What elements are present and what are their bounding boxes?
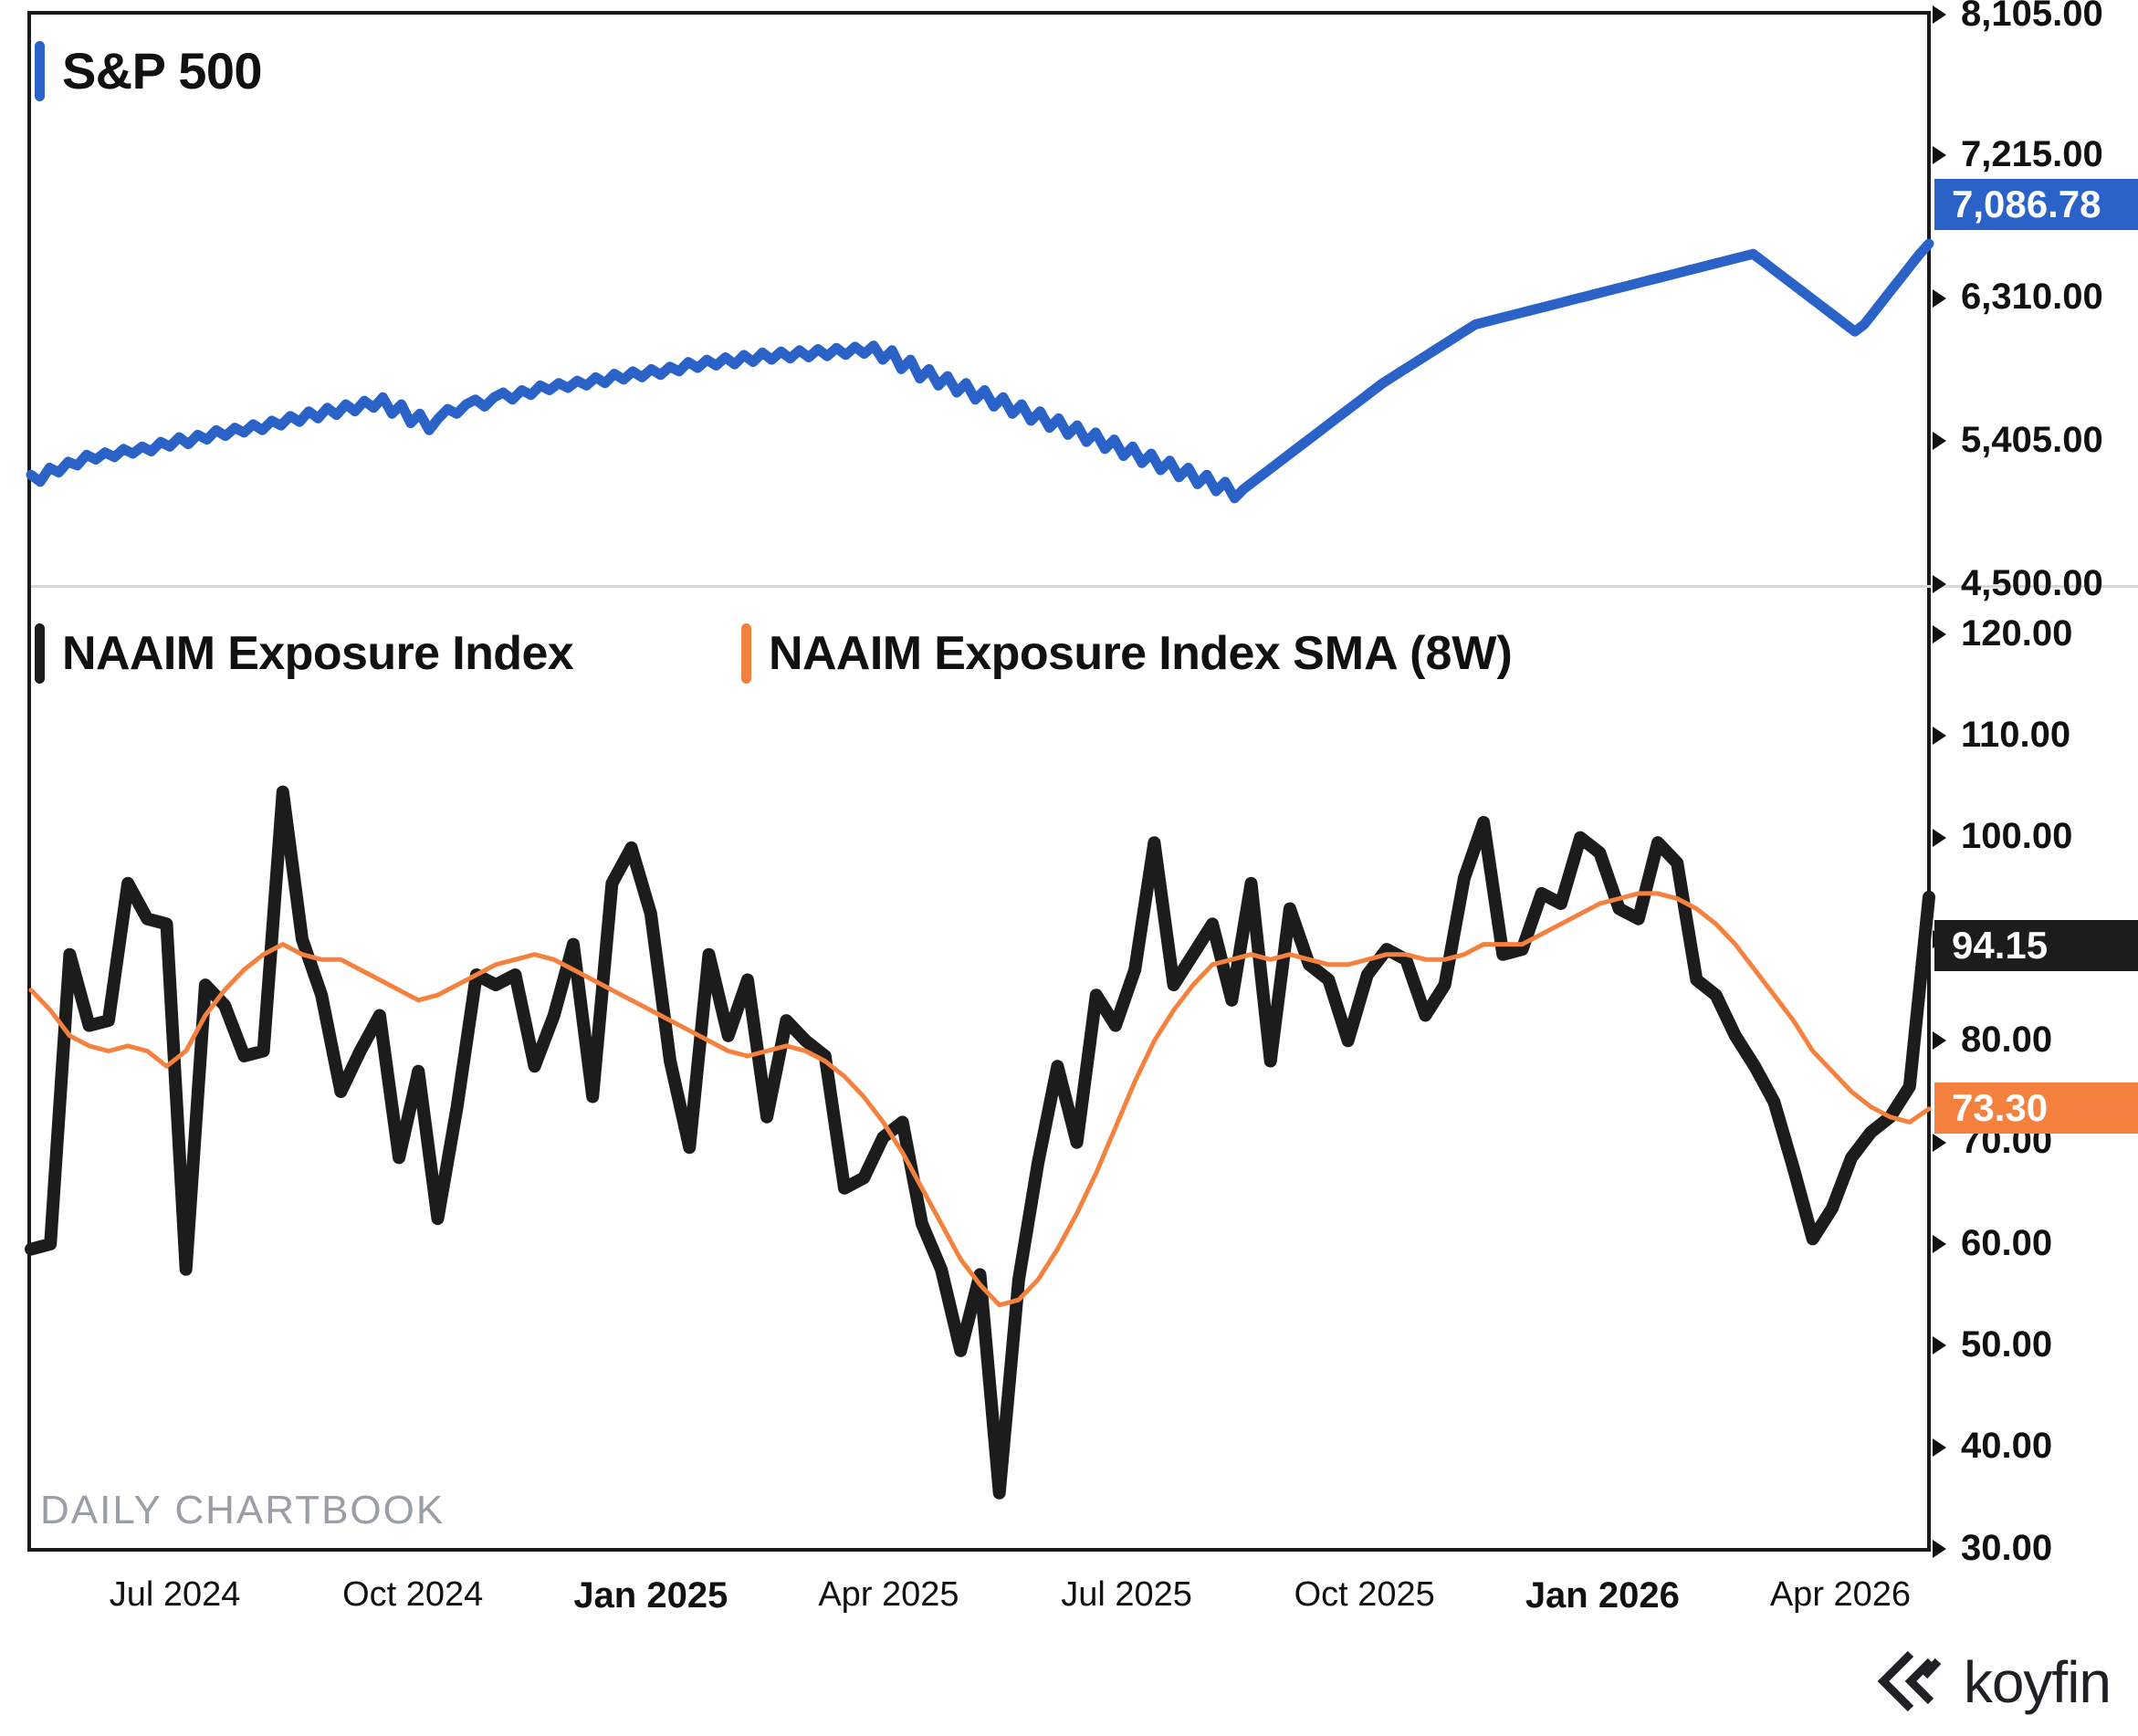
tick-arrow-icon	[1933, 1540, 1946, 1558]
legend-swatch-naaim	[35, 623, 45, 684]
legend-label-naaim-sma-period: SMA (8W)	[1293, 627, 1513, 680]
series-line-sp500	[26, 238, 1934, 504]
x-axis-label: Oct 2024	[342, 1575, 484, 1614]
axis-tick-label: 4,500.00	[1961, 562, 2103, 603]
axis-tick-label: 110.00	[1961, 714, 2071, 755]
x-axis-label: Jul 2024	[109, 1575, 241, 1614]
x-axis-label: Apr 2025	[818, 1575, 959, 1614]
legend-label-naaim: NAAIM Exposure Index	[62, 627, 574, 680]
x-axis: Jul 2024 Oct 2024 Jan 2025 Apr 2025 Jul 2025…	[27, 1575, 1931, 1630]
value-badge-naaim-text: 94.15	[1952, 924, 2049, 967]
axis-tick-label: 100.00	[1961, 816, 2073, 857]
tick-arrow-icon	[1933, 288, 1946, 308]
panel-divider	[31, 585, 2138, 588]
tick-arrow-icon	[1933, 1336, 1946, 1355]
axis-tick-label: 30.00	[1961, 1527, 2053, 1568]
axis-tick-label: 80.00	[1961, 1019, 2053, 1060]
value-badge-sp500: 7,086.78	[1934, 179, 2138, 230]
series-line-naaim-sma	[28, 891, 1932, 1308]
tick-arrow-icon	[1933, 1235, 1946, 1253]
axis-tick-label: 7,215.00	[1961, 133, 2103, 174]
series-line-naaim	[25, 785, 1935, 1500]
tick-arrow-icon	[1933, 727, 1946, 746]
brand-koyfin: koyfin	[1874, 1648, 2112, 1716]
brand-name: koyfin	[1963, 1649, 2112, 1715]
axis-tick-label: 6,310.00	[1961, 277, 2103, 318]
x-axis-label: Apr 2026	[1769, 1575, 1912, 1614]
legend-naaim[interactable]: NAAIM Exposure Index	[35, 623, 574, 684]
value-badge-naaim: 94.15	[1934, 920, 2138, 971]
tick-arrow-icon	[1933, 1438, 1946, 1457]
tick-arrow-icon	[1933, 625, 1946, 643]
right-value-axis[interactable]: 8,105.00 7,215.00 6,310.00 5,405.00 4,500.00…	[1931, 0, 2138, 1736]
watermark-daily-chartbook: DAILY CHARTBOOK	[40, 1488, 445, 1532]
legend-label-sp500: S&P 500	[62, 42, 263, 99]
tick-arrow-icon	[1933, 146, 1946, 165]
axis-tick-label: 50.00	[1961, 1323, 2053, 1365]
axis-tick-label: 40.00	[1961, 1426, 2053, 1467]
axis-tick-label: 120.00	[1961, 612, 2073, 654]
x-axis-label: Jul 2025	[1061, 1575, 1192, 1614]
axis-tick-label: 60.00	[1961, 1222, 2053, 1263]
tick-arrow-icon	[1933, 1133, 1946, 1152]
legend-swatch-naaim-sma	[741, 623, 751, 684]
x-axis-label: Oct 2025	[1294, 1575, 1435, 1614]
axis-tick-label: 5,405.00	[1961, 419, 2103, 460]
tick-arrow-icon	[1933, 828, 1946, 847]
value-badge-sp500-text: 7,086.78	[1952, 183, 2101, 225]
value-badge-naaim-sma: 73.30	[1934, 1082, 2138, 1134]
x-axis-label: Jan 2025	[573, 1575, 728, 1616]
legend-swatch-sp500	[35, 41, 45, 101]
legend-label-naaim-sma: NAAIM Exposure Index	[769, 627, 1281, 680]
value-badge-naaim-sma-text: 73.30	[1952, 1086, 2049, 1129]
axis-tick-label: 8,105.00	[1961, 0, 2103, 34]
koyfin-logo-icon	[1877, 1650, 1942, 1712]
tick-arrow-icon	[1933, 432, 1946, 451]
tick-arrow-icon	[1933, 575, 1946, 593]
tick-arrow-icon	[1933, 5, 1946, 24]
x-axis-label: Jan 2026	[1525, 1575, 1680, 1616]
legend-sp500[interactable]: S&P 500	[35, 41, 263, 101]
legend-naaim-sma[interactable]: NAAIM Exposure Index SMA (8W)	[741, 623, 1513, 684]
tick-arrow-icon	[1933, 1031, 1946, 1051]
